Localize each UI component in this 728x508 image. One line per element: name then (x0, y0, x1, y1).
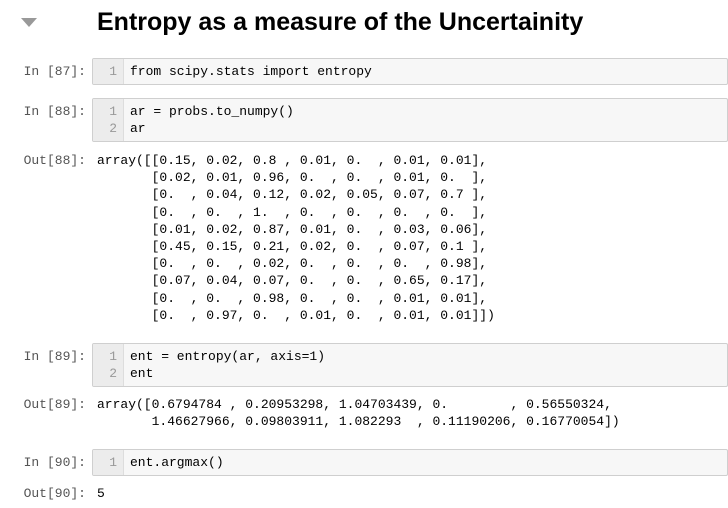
output-prompt: Out[90]: (23, 486, 86, 501)
output-line: array([0.6794784 , 0.20953298, 1.0470343… (97, 397, 612, 412)
input-prompt: In [89]: (23, 349, 86, 364)
line-number: 2 (109, 366, 117, 381)
input-prompt: In [87]: (23, 64, 86, 79)
output-line: [0.07, 0.04, 0.07, 0. , 0. , 0.65, 0.17]… (97, 273, 488, 289)
output-line: [0. , 0.97, 0. , 0.01, 0. , 0.01, 0.01]]… (97, 307, 495, 323)
output-line: 1.46627966, 0.09803911, 1.082293 , 0.111… (97, 414, 620, 430)
output-line: [0.01, 0.02, 0.87, 0.01, 0. , 0.03, 0.06… (97, 221, 488, 237)
output-line: 5 (97, 486, 105, 501)
output-line: [0. , 0. , 0.02, 0. , 0. , 0. , 0.98], (97, 256, 488, 272)
line-number: 1 (109, 349, 117, 364)
code-line: 2 ent (93, 365, 727, 382)
line-number: 1 (109, 455, 117, 470)
output: 5 (97, 485, 105, 502)
input-prompt: In [88]: (23, 104, 86, 119)
code-text: from scipy.stats import entropy (130, 64, 372, 79)
line-gutter (93, 344, 124, 386)
output-line: [0. , 0.04, 0.12, 0.02, 0.05, 0.07, 0.7 … (97, 187, 488, 203)
line-number: 2 (109, 121, 117, 136)
code-line: 1 from scipy.stats import entropy (93, 63, 727, 80)
code-line: 1 ar = probs.to_numpy() (93, 103, 727, 120)
output-line: [0.45, 0.15, 0.21, 0.02, 0. , 0.07, 0.1 … (97, 239, 488, 255)
output-line: [0.02, 0.01, 0.96, 0. , 0. , 0.01, 0. ], (97, 170, 488, 186)
output-prompt: Out[88]: (23, 153, 86, 168)
code-text: ent = entropy(ar, axis=1) (130, 349, 326, 364)
code-text: ent (130, 366, 154, 381)
heading: Entropy as a measure of the Uncertainity (97, 8, 584, 36)
code-cell[interactable]: 1 ent = entropy(ar, axis=1) 2 ent (92, 343, 728, 387)
line-number: 1 (109, 104, 117, 119)
input-prompt: In [90]: (23, 455, 86, 470)
line-gutter (93, 99, 124, 141)
code-cell[interactable]: 1 ar = probs.to_numpy() 2 ar (92, 98, 728, 142)
output-line: array([[0.15, 0.02, 0.8 , 0.01, 0. , 0.0… (97, 153, 488, 168)
code-cell[interactable]: 1 from scipy.stats import entropy (92, 58, 728, 85)
line-number: 1 (109, 64, 117, 79)
code-line: 1 ent = entropy(ar, axis=1) (93, 348, 727, 365)
output-prompt: Out[89]: (23, 397, 86, 412)
collapse-caret[interactable] (21, 18, 37, 28)
output: array([[0.15, 0.02, 0.8 , 0.01, 0. , 0.0… (97, 152, 495, 324)
line-gutter (93, 450, 124, 475)
code-line: 2 ar (93, 120, 727, 137)
output: array([0.6794784 , 0.20953298, 1.0470343… (97, 396, 620, 430)
code-text: ar = probs.to_numpy() (130, 104, 294, 119)
code-text: ent.argmax() (130, 455, 224, 470)
output-line: [0. , 0. , 1. , 0. , 0. , 0. , 0. ], (97, 204, 488, 220)
output-line: [0. , 0. , 0.98, 0. , 0. , 0.01, 0.01], (97, 290, 488, 306)
line-gutter (93, 59, 124, 84)
code-line: 1 ent.argmax() (93, 454, 727, 471)
code-text: ar (130, 121, 146, 136)
code-cell[interactable]: 1 ent.argmax() (92, 449, 728, 476)
